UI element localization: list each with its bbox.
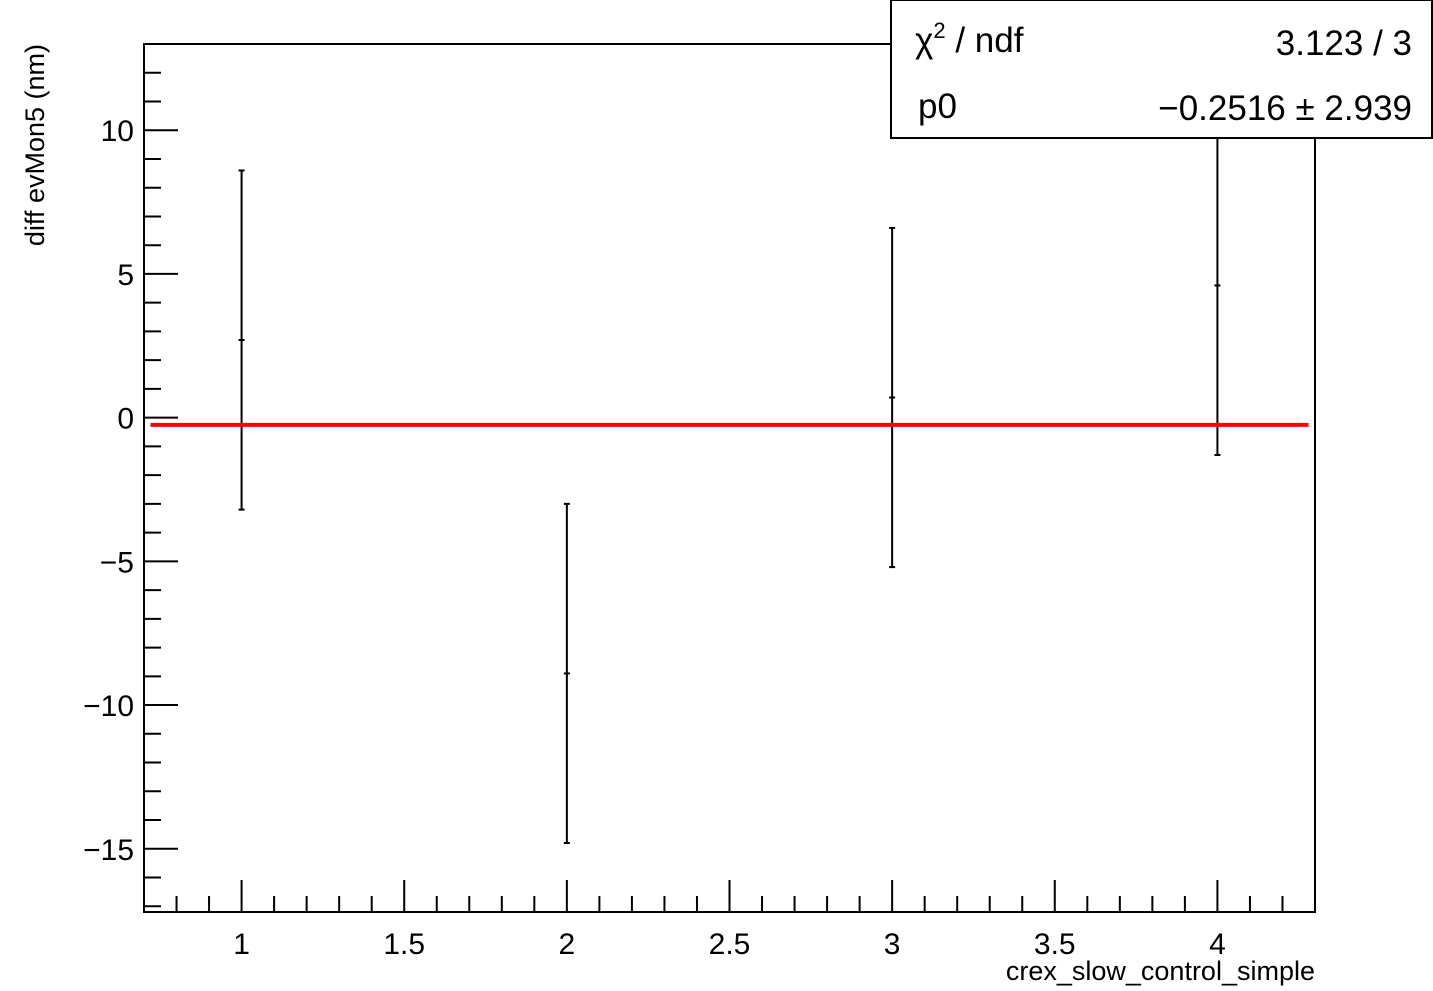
y-tick-label: 10	[101, 115, 134, 148]
chi2-ndf-label: χ2 / ndf	[915, 18, 1024, 60]
data-point	[563, 502, 570, 845]
data-point	[1214, 114, 1221, 457]
y-tick-label: −10	[83, 690, 134, 723]
tick-labels: 1 1.5 2 2.5 3 3.5 4 −15 −10 −5 0 5 10	[83, 115, 1226, 961]
y-tick-label: −5	[100, 546, 134, 579]
x-tick-label: 3.5	[1034, 928, 1076, 961]
x-tick-label: 4	[1209, 928, 1226, 961]
data-point	[238, 169, 245, 511]
chi2-ndf-text: / ndf	[946, 21, 1024, 60]
x-axis-title: crex_slow_control_simple	[1006, 956, 1315, 986]
x-tick-label: 3	[884, 928, 901, 961]
data-points	[238, 114, 1221, 845]
y-tick-label: 5	[117, 259, 134, 292]
axis-ticks	[143, 71, 1316, 912]
y-tick-label: −15	[83, 834, 134, 867]
x-tick-label: 1	[233, 928, 250, 961]
x-tick-label: 2	[559, 928, 576, 961]
y-axis-title: diff evMon5 (nm)	[20, 44, 50, 246]
x-tick-label: 1.5	[383, 928, 425, 961]
chi2-superscript: 2	[933, 18, 945, 43]
x-tick-label: 2.5	[709, 928, 751, 961]
p0-value: −0.2516 ± 2.939	[1158, 89, 1412, 128]
p0-label: p0	[918, 87, 957, 126]
chi2-ndf-value: 3.123 / 3	[1276, 24, 1412, 63]
plot-frame	[143, 43, 1316, 913]
y-tick-label: 0	[117, 403, 134, 436]
fit-stats-box: χ2 / ndf 3.123 / 3 p0 −0.2516 ± 2.939	[890, 0, 1433, 139]
stats-box-frame	[890, 0, 1433, 139]
data-point	[889, 226, 896, 569]
chi2-symbol: χ	[915, 21, 933, 60]
